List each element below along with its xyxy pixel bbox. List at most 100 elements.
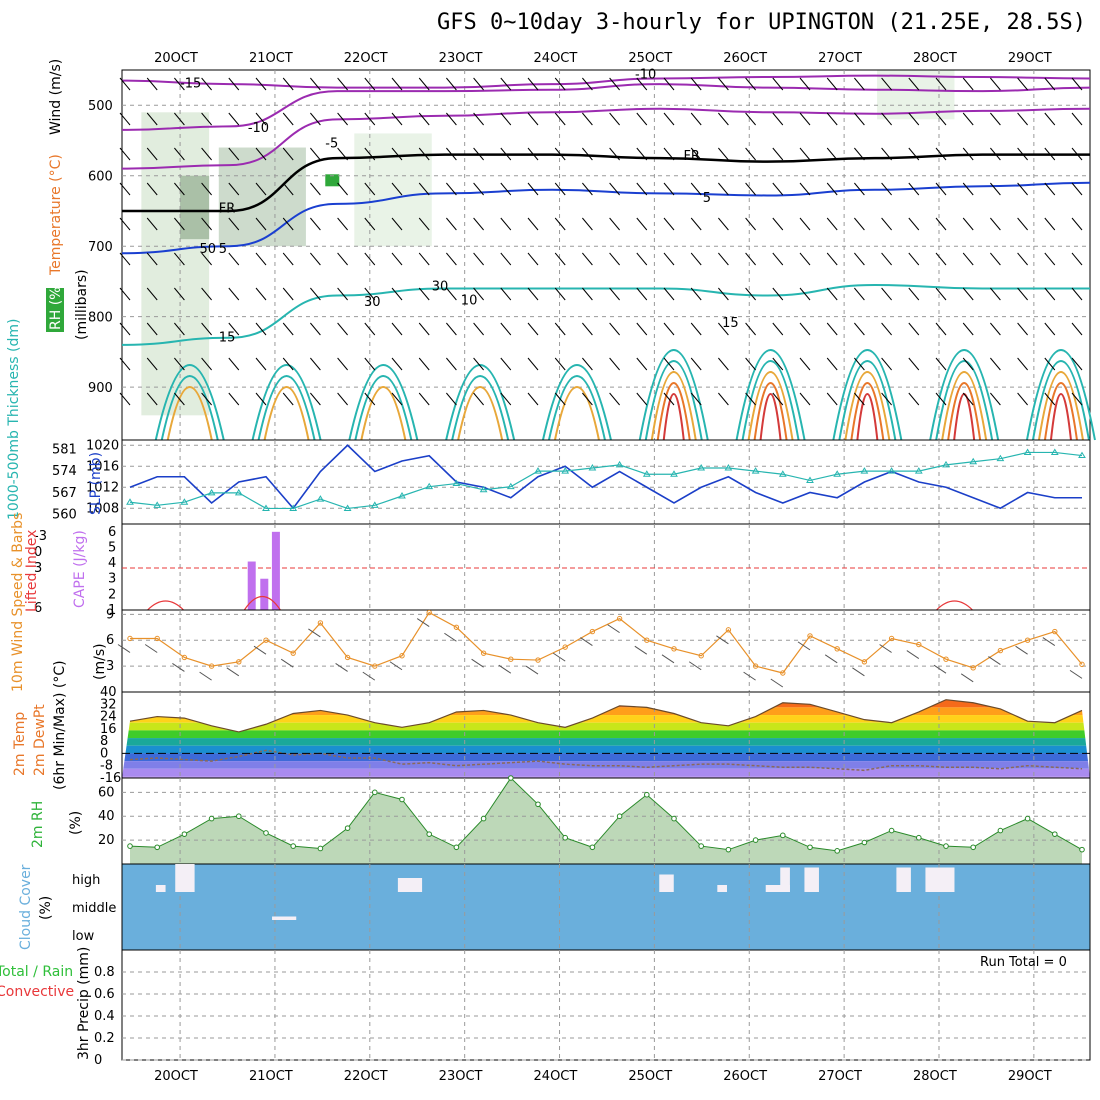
- wind-barb-10m: [308, 628, 321, 638]
- wind-barb: [282, 357, 294, 371]
- thickness-point: [670, 470, 678, 477]
- wind-barb: [718, 182, 729, 196]
- warm-isotherm-loop: [850, 382, 885, 441]
- warm-isotherm-loop: [929, 349, 1000, 441]
- wind-barb: [609, 112, 620, 126]
- wind-barb: [418, 252, 430, 266]
- high-cloud-bar: [896, 867, 911, 892]
- warm-isotherm-loop: [662, 393, 685, 441]
- thickness-point: [887, 467, 896, 474]
- wind10-y-label: 10m Wind Speed & Barbs: [10, 513, 26, 692]
- wind-barb-10m: [960, 673, 974, 683]
- wind-barb: [228, 357, 240, 371]
- wind-barb: [663, 392, 675, 406]
- wind-barb: [690, 182, 702, 196]
- wind-barb: [527, 147, 539, 161]
- wind-speed-point: [317, 620, 324, 626]
- wind-barb: [854, 217, 865, 231]
- wind-barb: [337, 287, 348, 301]
- wind-speed-point: [997, 647, 1004, 654]
- precip-tick-label: 0.8: [94, 965, 115, 980]
- thickness-point: [1050, 448, 1059, 455]
- warm-isotherm-loop: [360, 386, 407, 441]
- wind-barb: [908, 392, 920, 406]
- warm-isotherm-loop: [354, 375, 413, 441]
- x-tick-label-bottom: 27OCT: [818, 1069, 862, 1084]
- wind-barb: [772, 77, 784, 91]
- thickness-point: [751, 467, 760, 474]
- wind-barb: [881, 182, 892, 196]
- wind-barb: [500, 287, 512, 301]
- wind-barb: [255, 217, 267, 231]
- wind-barb: [418, 77, 430, 91]
- wind-barb: [337, 392, 348, 406]
- wind-barb-10m: [797, 641, 811, 651]
- wind-barb: [908, 357, 920, 371]
- wind-barb: [745, 392, 756, 406]
- wind-speed-point: [780, 670, 786, 676]
- wind-barb: [1017, 182, 1028, 196]
- wind-barb-10m: [552, 652, 566, 662]
- isotherm-line: [121, 181, 1091, 255]
- cape-axis-label: CAPE (J/kg): [72, 530, 88, 608]
- rh-point: [780, 832, 786, 839]
- wind-speed-point: [562, 644, 568, 650]
- cape-tick-label: 6: [108, 525, 116, 540]
- wind-barb: [337, 252, 348, 266]
- thickness-axis-label: 1000-500mb Thickness (dm): [6, 319, 22, 520]
- wind-barb: [255, 392, 267, 406]
- wind-barb: [418, 357, 430, 371]
- wind-barb: [663, 322, 675, 336]
- wind-barb: [854, 112, 865, 126]
- wind-barb: [935, 112, 947, 126]
- wind-barb: [364, 392, 376, 406]
- warm-isotherm-loop: [644, 360, 703, 441]
- wind-barb: [337, 147, 348, 161]
- thickness-point: [506, 482, 515, 490]
- x-tick-label-bottom: 20OCT: [154, 1069, 198, 1084]
- wind-barb: [718, 252, 729, 266]
- rh-point: [290, 843, 297, 849]
- thickness-point: [180, 498, 189, 505]
- wind-barb: [391, 112, 403, 126]
- wind-speed-point: [644, 637, 650, 643]
- wind-barb: [174, 252, 185, 266]
- isotherm-line: [121, 283, 1090, 346]
- wind-barb: [391, 287, 403, 301]
- wind-speed-point: [399, 653, 405, 659]
- wind-barb: [772, 322, 784, 336]
- thickness-point: [262, 504, 270, 511]
- high-cloud-bar: [175, 864, 195, 892]
- thickness-point: [588, 464, 597, 471]
- warm-isotherm-loop: [1037, 371, 1084, 441]
- warm-isotherm-loop: [263, 386, 310, 441]
- wind-barb: [935, 252, 947, 266]
- wind-barb: [446, 182, 457, 196]
- wind-barb: [500, 182, 512, 196]
- wind-barb: [881, 287, 892, 301]
- wind-barb: [228, 147, 240, 161]
- rh-point: [589, 844, 596, 851]
- wind-barb: [554, 322, 566, 336]
- wind-barb: [663, 217, 675, 231]
- wind-barb-10m: [824, 654, 838, 664]
- pressure-tick-label: 600: [88, 170, 113, 185]
- temp-unit-label: (6hr Min/Max) (°C): [52, 660, 68, 790]
- wind-barb: [1044, 77, 1056, 91]
- wind-barb: [473, 287, 484, 301]
- warm-isotherm-loop: [838, 360, 897, 441]
- wind-barb: [1071, 182, 1083, 196]
- wind-barb: [690, 112, 702, 126]
- cloud-level-label: high: [72, 873, 100, 888]
- warm-isotherm-loop: [953, 393, 976, 441]
- temp-color-bands: [122, 699, 1090, 778]
- wind-barb: [962, 182, 974, 196]
- isotherm-line: [121, 107, 1091, 170]
- wind-barb: [364, 357, 376, 371]
- wind-barb: [146, 147, 158, 161]
- warm-isotherm-loop: [741, 360, 800, 441]
- x-tick-label-top: 24OCT: [534, 51, 578, 66]
- wind-barb: [255, 77, 267, 91]
- rh2m-unit-text: (%): [68, 811, 84, 835]
- wind-barb: [609, 287, 620, 301]
